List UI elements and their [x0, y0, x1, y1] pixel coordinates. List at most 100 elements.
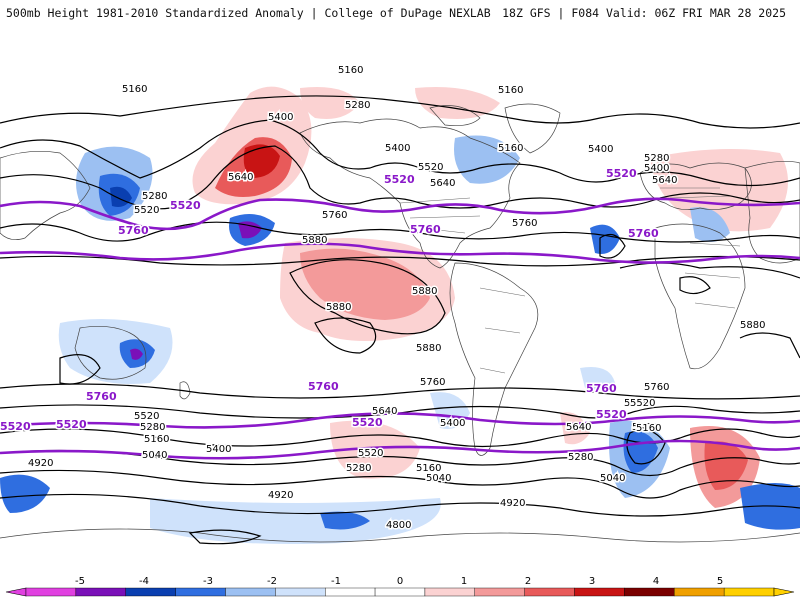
- colorbar-swatch: [524, 587, 575, 597]
- highlighted-contour-label: 5760: [586, 382, 617, 395]
- contour-label: 5400: [268, 112, 293, 123]
- colorbar-ticks: -5 -4 -3 -2 -1 0 1 2 3 4 5: [75, 576, 723, 587]
- colorbar-swatch: [325, 587, 376, 597]
- colorbar-swatch: [723, 587, 775, 597]
- colorbar-arrow-left: [5, 587, 27, 597]
- highlighted-contour-label: 5760: [86, 390, 117, 403]
- highlighted-contour-label: 5760: [410, 223, 441, 236]
- anomaly-negative: [580, 367, 615, 390]
- coastline-australia: [74, 326, 147, 380]
- colorbar-swatch: [25, 587, 77, 597]
- colorbar-tick-label: -1: [331, 576, 341, 587]
- contour-label: 5520: [358, 448, 383, 459]
- coastline-new-zealand: [179, 381, 191, 400]
- coastline-europe: [639, 162, 752, 210]
- contour-label: 5760: [644, 382, 669, 393]
- contour-label: 4800: [386, 520, 411, 531]
- contour-label: 5280: [346, 463, 371, 474]
- contour-label: 5160: [636, 423, 661, 434]
- colorbar-swatch: [125, 587, 176, 597]
- anomaly-negative: [238, 221, 262, 239]
- colorbar-swatch: [374, 587, 426, 597]
- contour-label: 5640: [228, 172, 253, 183]
- coastline-canada-islands: [429, 105, 481, 127]
- anomaly-negative: [430, 392, 470, 429]
- anomaly-positive: [704, 441, 748, 490]
- contour-labels: 5160 5160 5160 5280 5400 5400 5400 5520 …: [27, 64, 767, 533]
- anomaly-negative: [58, 319, 173, 384]
- anomaly-negative: [130, 348, 143, 360]
- contour-label: 5160: [498, 85, 523, 96]
- coastline-north-america: [299, 118, 521, 269]
- contour-label: 5520: [630, 398, 655, 409]
- contour-label: 5880: [302, 235, 327, 246]
- contour-label: 5280: [142, 191, 167, 202]
- colorbar-swatches: [5, 587, 795, 597]
- colorbar-arrow-right: [773, 587, 795, 597]
- coastline-africa: [654, 223, 746, 370]
- contour-label: 5640: [652, 175, 677, 186]
- contour-label: 5280: [140, 422, 165, 433]
- anomaly-positive: [300, 87, 360, 119]
- contour-label: 5640: [566, 422, 591, 433]
- contour-label: 5880: [740, 320, 765, 331]
- contour-label: 5520: [624, 398, 649, 409]
- anomaly-negative: [150, 498, 441, 544]
- contour-label: 5520: [134, 411, 159, 422]
- highlighted-contour-label: 5520: [0, 420, 31, 433]
- colorbar-tick-label: 1: [461, 576, 467, 587]
- highlighted-contour-label: 5520: [170, 199, 201, 212]
- colorbar-swatch: [225, 587, 276, 597]
- contour-label: 4920: [268, 490, 293, 501]
- model-run-info: 18Z GFS | F084 Valid: 06Z FRI MAR 28 202…: [502, 6, 786, 20]
- contour-label: 4920: [28, 458, 53, 469]
- contour-label: 5880: [412, 286, 437, 297]
- contour-label: 4920: [500, 498, 525, 509]
- contour-label: 5880: [326, 302, 351, 313]
- contour-label: 5400: [206, 444, 231, 455]
- anomaly-positive: [243, 144, 280, 178]
- anomaly-map: 5160 5160 5160 5280 5400 5400 5400 5520 …: [0, 28, 800, 558]
- contour-label: 5640: [372, 406, 397, 417]
- colorbar-legend: -5 -4 -3 -2 -1 0 1 2 3 4 5: [5, 576, 795, 597]
- contour-label: 5040: [600, 473, 625, 484]
- contour-label: 5400: [440, 418, 465, 429]
- anomaly-positive: [650, 149, 788, 232]
- colorbar-tick-label: 5: [717, 576, 723, 587]
- contour-label: 5040: [142, 450, 167, 461]
- colorbar-swatch: [275, 587, 326, 597]
- highlighted-contour-label: 5760: [308, 380, 339, 393]
- highlighted-contour-label: 5520: [596, 408, 627, 421]
- contour-label: 5280: [568, 452, 593, 463]
- colorbar-tick-label: 0: [397, 576, 403, 587]
- contour-label: 5760: [512, 218, 537, 229]
- highlighted-contours: [0, 197, 800, 460]
- contour-label: 5880: [416, 343, 441, 354]
- highlighted-contour-label: 5520: [384, 173, 415, 186]
- anomaly-negative: [320, 511, 370, 530]
- highlighted-contour-label: 5760: [628, 227, 659, 240]
- coastline-greenland: [504, 103, 561, 154]
- contour-label: 5400: [588, 144, 613, 155]
- colorbar-swatch: [75, 587, 126, 597]
- map-header: 500mb Height 1981-2010 Standardized Anom…: [0, 0, 800, 28]
- contour-label: 5160: [338, 65, 363, 76]
- anomaly-negative: [590, 224, 620, 254]
- contour-label: 5760: [322, 210, 347, 221]
- colorbar-tick-label: -3: [203, 576, 213, 587]
- colorbar-tick-label: 3: [589, 576, 595, 587]
- highlighted-contour-label: 5520: [352, 416, 383, 429]
- contour-label: 5400: [385, 143, 410, 154]
- contour-label: 5760: [420, 377, 445, 388]
- colorbar-swatch: [474, 587, 525, 597]
- height-contours: [0, 95, 800, 545]
- contour-label: 5160: [144, 434, 169, 445]
- highlighted-contour-label: 5520: [606, 167, 637, 180]
- coastline-south-america: [449, 262, 539, 456]
- contour-label: 5640: [430, 178, 455, 189]
- contour-label: 5520: [134, 205, 159, 216]
- anomaly-negative: [0, 474, 50, 513]
- map-title: 500mb Height 1981-2010 Standardized Anom…: [6, 6, 491, 20]
- colorbar-tick-label: -4: [139, 576, 149, 587]
- highlighted-contour-labels: 5520 5520 5520 5520 5760 5760 5760 5760 …: [0, 166, 660, 435]
